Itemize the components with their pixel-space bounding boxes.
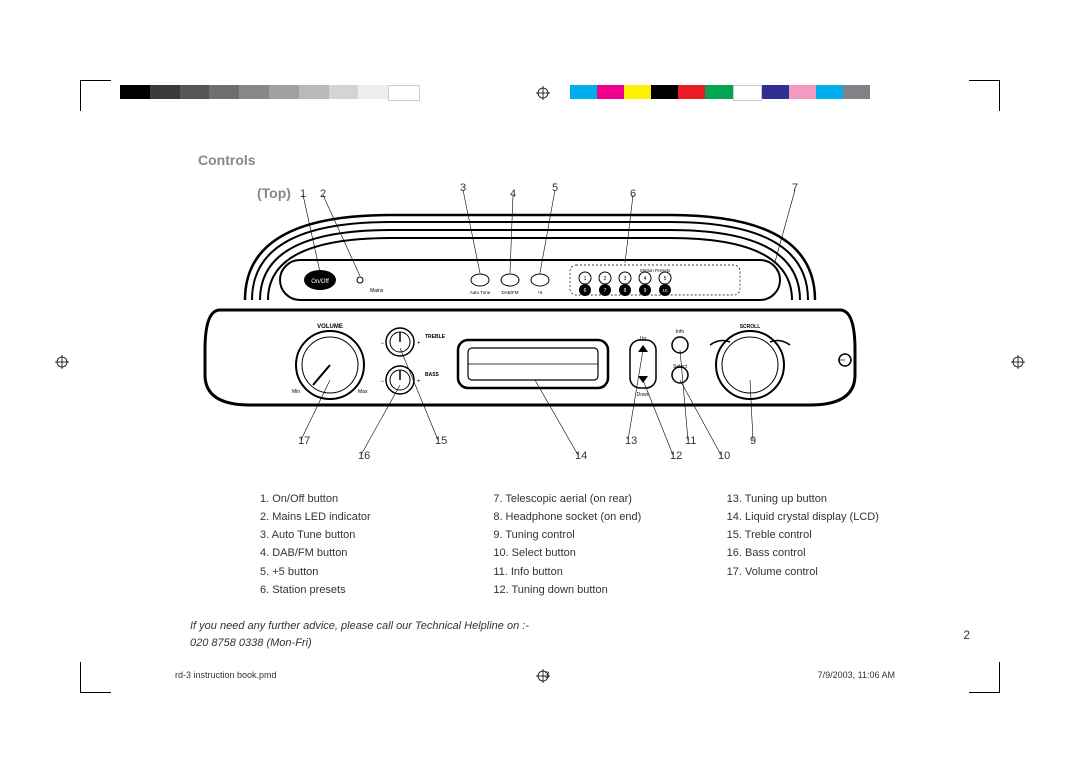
page-number: 2 [963,628,970,642]
legend: 1. On/Off button2. Mains LED indicator3.… [260,490,900,599]
legend-item: 12. Tuning down button [493,581,666,599]
svg-text:2: 2 [604,276,607,282]
legend-item: 4. DAB/FM button [260,544,433,562]
svg-text:Up: Up [640,336,647,342]
registration-mark-icon [536,86,550,100]
svg-text:10: 10 [662,288,668,293]
svg-text:SCROLL: SCROLL [740,324,761,330]
footnote: If you need any further advice, please c… [190,618,529,651]
colorbar-left [120,85,420,99]
section-title: Controls [198,152,256,168]
legend-col-3: 13. Tuning up button14. Liquid crystal d… [727,490,900,599]
svg-text:VOLUME: VOLUME [317,324,343,330]
page: Controls (Top) 1234567817161514131211109… [0,0,1080,763]
svg-text:+: + [417,341,421,347]
legend-item: 7. Telescopic aerial (on rear) [493,490,666,508]
svg-text:4: 4 [644,276,647,282]
svg-text:6: 6 [584,288,587,294]
svg-text:TREBLE: TREBLE [425,334,446,340]
legend-item: 5. +5 button [260,563,433,581]
svg-text:DAB/FM: DAB/FM [501,290,518,295]
svg-text:BASS: BASS [425,372,440,378]
svg-text:+5: +5 [537,290,543,295]
svg-text:3: 3 [624,276,627,282]
svg-text:Info: Info [676,329,685,335]
svg-text:Min: Min [292,389,300,395]
legend-item: 17. Volume control [727,563,900,581]
legend-item: 2. Mains LED indicator [260,508,433,526]
crop-mark [80,80,111,111]
footer-filename: rd-3 instruction book.pmd [175,670,277,680]
svg-text:1: 1 [584,276,587,282]
footer-page: 3 [545,670,550,680]
svg-text:Max: Max [358,389,368,395]
legend-item: 14. Liquid crystal display (LCD) [727,508,900,526]
legend-item: 8. Headphone socket (on end) [493,508,666,526]
footer-timestamp: 7/9/2003, 11:06 AM [818,670,895,680]
legend-item: 13. Tuning up button [727,490,900,508]
crop-mark [969,80,1000,111]
registration-mark-icon [55,355,69,369]
svg-text:Mains: Mains [370,288,384,294]
colorbar-right [570,85,870,99]
legend-item: 3. Auto Tune button [260,526,433,544]
svg-text:Down: Down [637,392,650,398]
svg-text:On/Off: On/Off [311,279,329,285]
svg-text:−: − [380,341,384,347]
crop-mark [969,662,1000,693]
legend-item: 11. Info button [493,563,666,581]
svg-text:8: 8 [624,288,627,294]
svg-text:+: + [417,379,421,385]
svg-text:7: 7 [604,288,607,294]
device-diagram: On/Off Mains Auto Tune DAB/FM +5 Station… [190,180,870,460]
legend-col-1: 1. On/Off button2. Mains LED indicator3.… [260,490,433,599]
svg-text:Select: Select [673,364,688,370]
footer: rd-3 instruction book.pmd 3 7/9/2003, 11… [175,670,895,680]
footnote-line-2: 020 8758 0338 (Mon-Fri) [190,637,312,649]
legend-item: 10. Select button [493,544,666,562]
legend-item: 1. On/Off button [260,490,433,508]
svg-text:5: 5 [664,276,667,282]
legend-item: 15. Treble control [727,526,900,544]
legend-item: 16. Bass control [727,544,900,562]
svg-text:−: − [380,379,384,385]
registration-mark-icon [1011,355,1025,369]
crop-mark [80,662,111,693]
svg-text:9: 9 [644,288,647,294]
footnote-line-1: If you need any further advice, please c… [190,620,529,632]
legend-item: 6. Station presets [260,581,433,599]
legend-col-2: 7. Telescopic aerial (on rear)8. Headpho… [493,490,666,599]
legend-item: 9. Tuning control [493,526,666,544]
svg-text:Auto Tune: Auto Tune [470,290,491,295]
